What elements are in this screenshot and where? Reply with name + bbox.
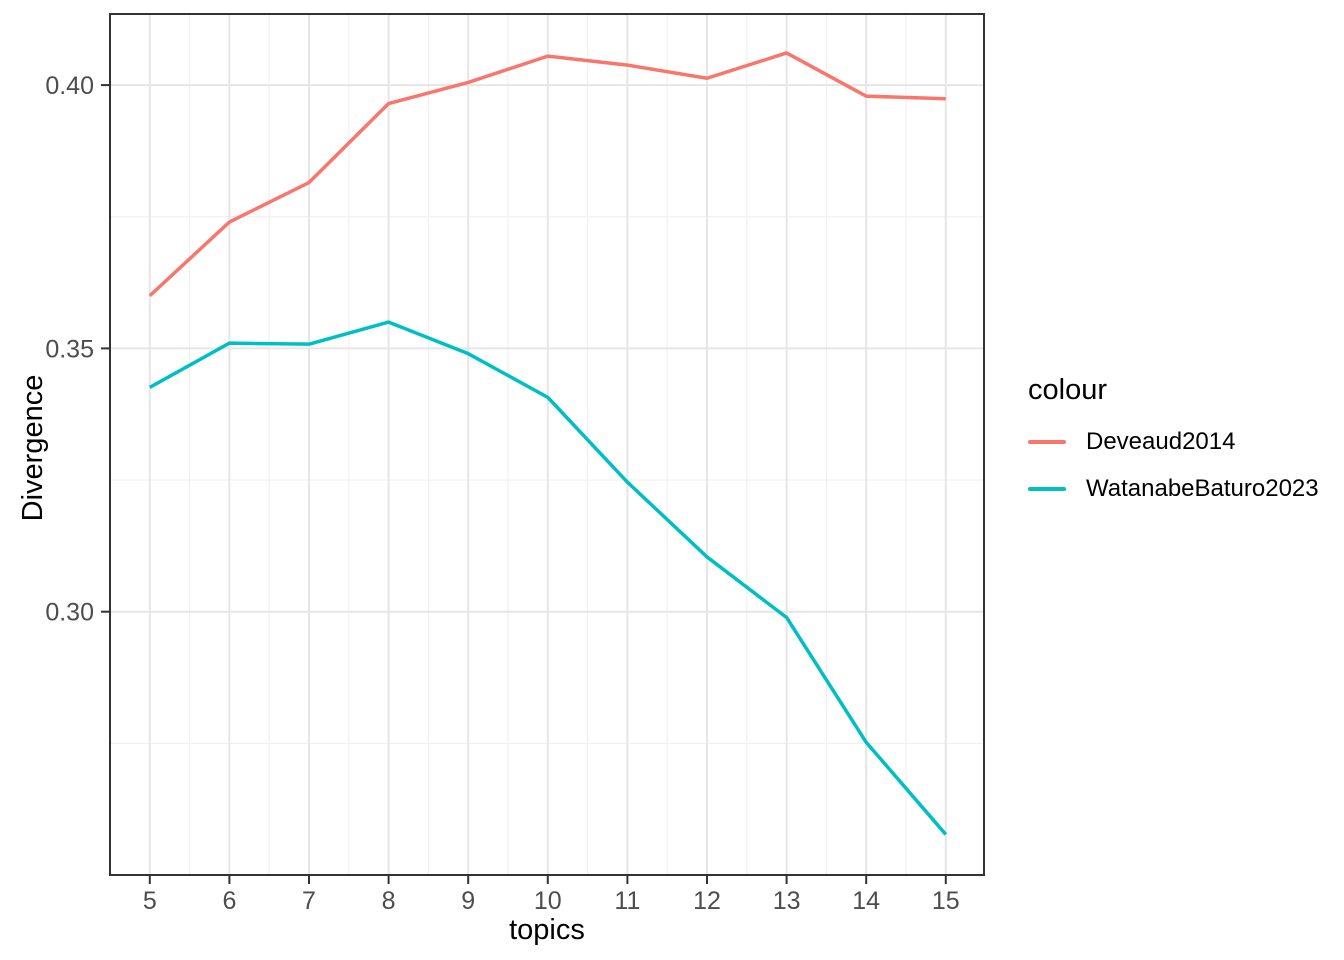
x-tick-label: 9 bbox=[461, 887, 475, 915]
y-tick-label: 0.35 bbox=[45, 335, 94, 363]
x-tick-label: 13 bbox=[773, 887, 801, 915]
legend-key-line-icon bbox=[1028, 439, 1066, 444]
legend-key-line-icon bbox=[1028, 486, 1066, 491]
x-tick-label: 10 bbox=[534, 887, 562, 915]
x-axis-title: topics bbox=[509, 914, 585, 946]
legend-entry: WatanabeBaturo2023 bbox=[1028, 465, 1319, 512]
legend-entries: Deveaud2014 WatanabeBaturo2023 bbox=[1028, 418, 1319, 512]
series-line-deveaud2014 bbox=[148, 51, 946, 298]
x-tick-label: 6 bbox=[222, 887, 236, 915]
y-tick-label: 0.40 bbox=[45, 72, 94, 100]
x-tick-label: 7 bbox=[302, 887, 316, 915]
x-tick-label: 12 bbox=[693, 887, 721, 915]
x-tick-label: 14 bbox=[852, 887, 880, 915]
legend-entry-label: WatanabeBaturo2023 bbox=[1086, 474, 1319, 502]
legend: colour Deveaud2014 WatanabeBaturo2023 bbox=[1028, 372, 1319, 512]
legend-entry: Deveaud2014 bbox=[1028, 418, 1319, 465]
x-tick-label: 15 bbox=[932, 887, 960, 915]
y-axis-title: Divergence bbox=[17, 374, 49, 522]
x-tick-label: 5 bbox=[143, 887, 157, 915]
legend-entry-label: Deveaud2014 bbox=[1086, 427, 1236, 455]
x-tick-label: 11 bbox=[614, 887, 640, 915]
y-tick-label: 0.30 bbox=[45, 599, 94, 627]
legend-title: colour bbox=[1028, 374, 1107, 406]
series-line-watanabebaturo2023 bbox=[148, 320, 948, 836]
x-tick-label: 8 bbox=[382, 887, 396, 915]
